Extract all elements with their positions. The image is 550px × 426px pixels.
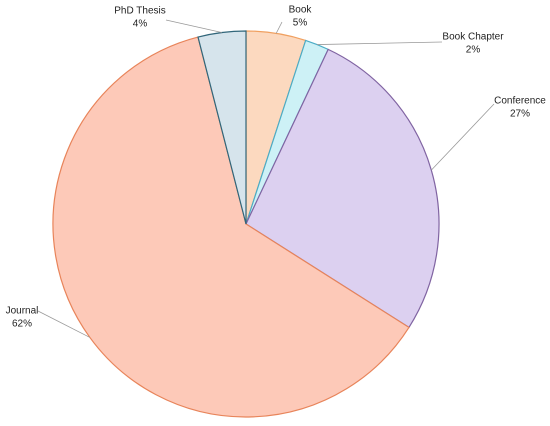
slice-value-label: 2% (466, 45, 481, 56)
slice-label: Book (289, 5, 313, 16)
slice-value-label: 5% (293, 18, 308, 29)
leader-line (431, 103, 495, 171)
leader-line (317, 41, 443, 45)
leader-line (37, 310, 91, 338)
slice-label: Conference (494, 96, 546, 107)
slice-value-label: 4% (133, 19, 148, 30)
pie-slice (52, 36, 410, 418)
pie-slice (197, 30, 247, 225)
pie-slice (245, 48, 440, 329)
slice-label: Book Chapter (442, 32, 504, 43)
slice-value-label: 27% (510, 109, 530, 120)
slice-label: PhD Thesis (114, 6, 166, 17)
slice-value-label: 62% (12, 319, 32, 330)
leader-line (275, 21, 283, 34)
slice-label: Journal (6, 306, 39, 317)
leader-line (165, 19, 222, 33)
